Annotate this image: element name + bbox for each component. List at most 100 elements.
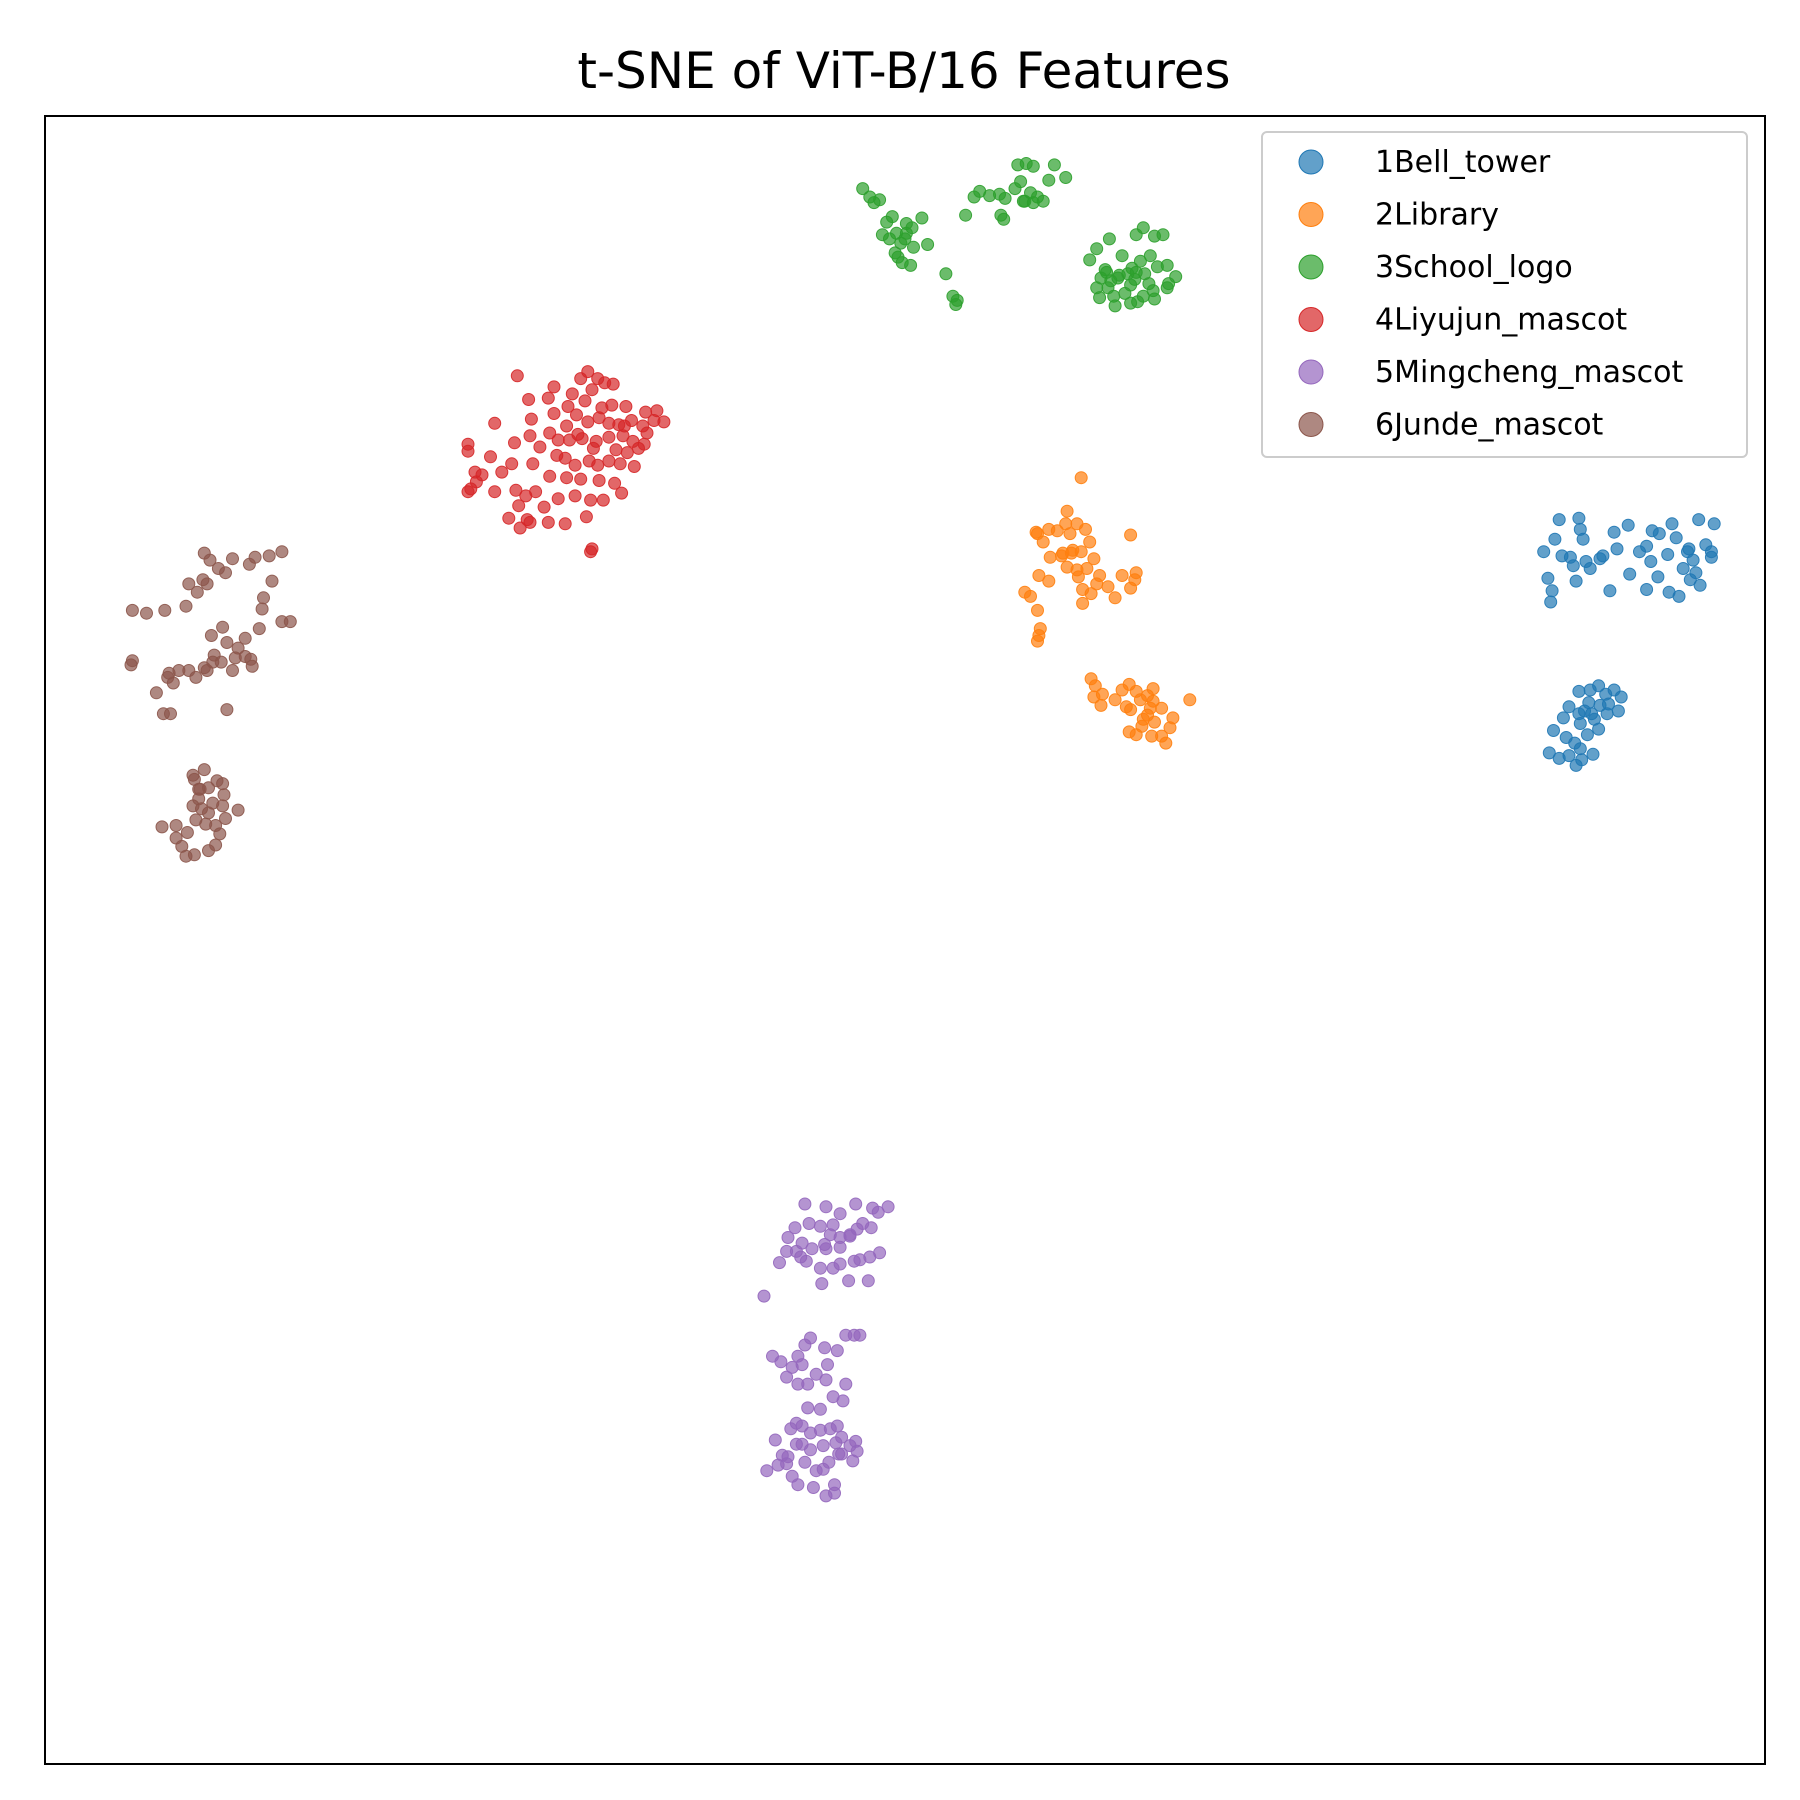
data-point bbox=[1693, 578, 1707, 592]
data-point bbox=[798, 1455, 812, 1469]
data-point bbox=[1090, 242, 1104, 256]
data-point bbox=[1018, 585, 1032, 599]
legend-item: 1Bell_tower bbox=[1298, 145, 1551, 180]
data-point bbox=[1100, 265, 1114, 279]
data-point bbox=[1142, 277, 1156, 291]
data-point bbox=[216, 799, 230, 813]
data-point bbox=[1029, 525, 1043, 539]
data-point bbox=[1633, 545, 1646, 559]
data-point bbox=[881, 1200, 895, 1214]
data-point bbox=[228, 651, 242, 665]
data-point bbox=[809, 1367, 823, 1381]
data-point bbox=[513, 521, 527, 535]
data-point bbox=[216, 777, 230, 791]
data-point bbox=[245, 659, 259, 673]
data-point bbox=[195, 802, 208, 816]
data-point bbox=[1011, 158, 1025, 172]
data-point bbox=[1537, 545, 1551, 559]
legend-label: 1Bell_tower bbox=[1375, 145, 1551, 180]
data-point bbox=[592, 474, 606, 487]
data-point bbox=[541, 391, 555, 405]
data-point bbox=[533, 440, 547, 454]
data-point bbox=[1143, 249, 1157, 263]
data-point bbox=[833, 1257, 847, 1271]
data-point bbox=[1555, 549, 1569, 563]
data-point bbox=[275, 545, 289, 559]
data-point bbox=[850, 1222, 864, 1236]
data-point bbox=[816, 1439, 830, 1453]
data-point bbox=[842, 1274, 856, 1288]
data-point bbox=[1583, 562, 1597, 575]
legend-box bbox=[1261, 131, 1748, 458]
data-point bbox=[602, 430, 616, 444]
legend-marker bbox=[1298, 254, 1324, 280]
data-point bbox=[821, 1358, 834, 1372]
series-3 bbox=[856, 157, 1183, 313]
data-point bbox=[1562, 749, 1576, 763]
data-point bbox=[523, 429, 537, 443]
data-point bbox=[1124, 278, 1138, 292]
data-point bbox=[784, 1422, 798, 1436]
data-point bbox=[226, 552, 239, 566]
data-point bbox=[526, 457, 540, 471]
data-point bbox=[627, 460, 641, 473]
data-point bbox=[1552, 513, 1566, 527]
data-point bbox=[1074, 471, 1088, 485]
data-point bbox=[1036, 194, 1050, 208]
data-point bbox=[813, 1402, 827, 1416]
data-point bbox=[895, 256, 909, 270]
data-point bbox=[197, 546, 211, 560]
data-point bbox=[1640, 583, 1654, 596]
data-point bbox=[226, 664, 239, 677]
data-point bbox=[835, 1447, 849, 1461]
data-point bbox=[856, 182, 870, 196]
data-point bbox=[1090, 281, 1104, 295]
data-point bbox=[220, 636, 234, 649]
data-point bbox=[570, 408, 583, 422]
data-point bbox=[1083, 535, 1097, 549]
data-point bbox=[608, 476, 622, 490]
data-point bbox=[1136, 712, 1150, 726]
data-point bbox=[558, 517, 572, 531]
data-point bbox=[1111, 271, 1125, 285]
data-point bbox=[802, 1217, 816, 1230]
data-point bbox=[1060, 504, 1074, 518]
data-point bbox=[1572, 684, 1586, 698]
data-point bbox=[591, 458, 605, 472]
data-point bbox=[1042, 173, 1056, 187]
data-point bbox=[209, 838, 223, 852]
data-point bbox=[1016, 194, 1030, 208]
data-point bbox=[1115, 569, 1129, 582]
data-point bbox=[798, 1197, 812, 1211]
data-point bbox=[204, 629, 218, 642]
data-point bbox=[899, 226, 913, 240]
data-point bbox=[813, 1261, 827, 1275]
data-point bbox=[1611, 704, 1625, 718]
legend-label: 5Mingcheng_mascot bbox=[1375, 355, 1683, 390]
data-point bbox=[541, 515, 555, 529]
data-point bbox=[780, 1370, 794, 1384]
data-point bbox=[1669, 531, 1683, 545]
data-point bbox=[179, 599, 193, 613]
data-point bbox=[829, 1436, 843, 1450]
data-point bbox=[581, 415, 595, 429]
data-point bbox=[488, 485, 502, 499]
data-point bbox=[1076, 596, 1090, 610]
data-point bbox=[636, 419, 650, 433]
data-point bbox=[216, 620, 230, 634]
data-point bbox=[568, 458, 582, 472]
data-point bbox=[568, 489, 582, 503]
series-4 bbox=[461, 365, 671, 559]
chart-title: t-SNE of ViT-B/16 Features bbox=[577, 42, 1230, 100]
data-point bbox=[1119, 700, 1133, 714]
data-point bbox=[495, 465, 509, 479]
data-point bbox=[873, 1246, 887, 1260]
data-point bbox=[602, 416, 616, 430]
data-point bbox=[529, 485, 543, 499]
data-point bbox=[202, 781, 215, 795]
data-point bbox=[1101, 580, 1115, 594]
data-point bbox=[581, 365, 595, 379]
data-point bbox=[819, 1373, 833, 1387]
data-point bbox=[871, 1205, 885, 1219]
